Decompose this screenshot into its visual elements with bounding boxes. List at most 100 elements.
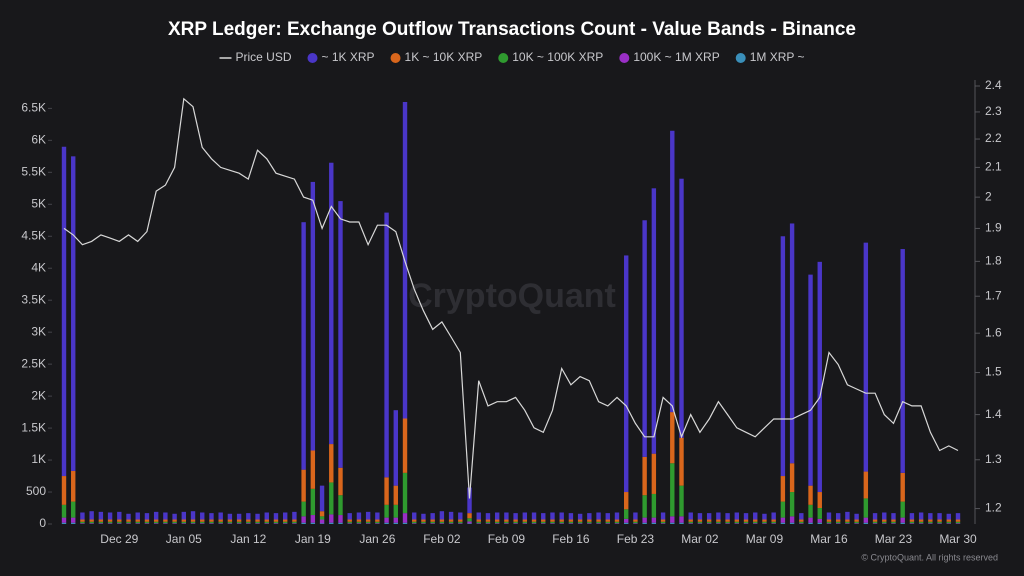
legend-label: 1K ~ 10K XRP	[405, 50, 483, 64]
bar-segment	[771, 512, 776, 520]
bar-segment	[329, 162, 334, 445]
bar-segment	[301, 501, 306, 517]
bar-segment	[71, 522, 76, 524]
bar-segment	[845, 523, 850, 524]
bar-segment	[227, 523, 233, 524]
bar-segment	[264, 523, 269, 524]
bar-segment	[642, 456, 647, 496]
bar-segment	[356, 512, 362, 520]
bar-segment	[679, 522, 684, 524]
bar-segment	[762, 521, 767, 524]
bar-segment	[485, 521, 491, 524]
bar-segment	[375, 523, 380, 524]
bar-segment	[61, 476, 67, 505]
bar-segment	[854, 513, 859, 520]
bar-segment	[163, 523, 168, 524]
bar-segment	[937, 513, 942, 520]
bar-segment	[753, 519, 758, 522]
bar-segment	[412, 523, 417, 524]
bar-segment	[872, 521, 878, 524]
bar-segment	[282, 519, 288, 522]
bar-segment	[476, 521, 481, 524]
bar-segment	[384, 517, 389, 523]
bar-segment	[384, 522, 389, 524]
bar-segment	[80, 519, 85, 522]
bar-segment	[292, 511, 297, 520]
bar-segment	[402, 513, 408, 523]
bar-segment	[89, 519, 94, 522]
bar-segment	[541, 513, 546, 520]
bar-segment	[946, 513, 951, 520]
bar-segment	[679, 516, 684, 523]
bar-segment	[946, 519, 951, 522]
bar-segment	[928, 523, 933, 524]
bar-segment	[458, 521, 463, 524]
y2-tick-label: 1.6	[985, 325, 1002, 339]
bar-segment	[80, 512, 85, 520]
bar-segment	[725, 523, 730, 524]
bar-segment	[928, 513, 933, 520]
bar-segment	[71, 501, 76, 518]
bar-segment	[780, 522, 786, 524]
y2-tick-label: 1.2	[985, 501, 1002, 515]
bar-segment	[863, 242, 869, 472]
bar-segment	[89, 521, 94, 524]
bar-segment	[236, 521, 242, 524]
y-tick-label: 5.5K	[21, 164, 46, 178]
bar-segment	[734, 523, 740, 524]
bar-segment	[273, 523, 279, 524]
bar-segment	[61, 146, 67, 477]
bar-segment	[605, 521, 610, 524]
bar-segment	[467, 487, 472, 514]
bar-segment	[412, 512, 417, 520]
bar-segment	[190, 511, 196, 520]
bar-segment	[891, 521, 896, 524]
chart-title: XRP Ledger: Exchange Outflow Transaction…	[168, 19, 856, 40]
y2-tick-label: 2.1	[985, 160, 1002, 174]
bar-segment	[854, 523, 859, 524]
bar-segment	[835, 523, 841, 524]
bar-segment	[153, 511, 159, 520]
bar-segment	[393, 485, 398, 505]
bar-segment	[135, 521, 140, 524]
bar-segment	[458, 512, 463, 520]
bar-segment	[716, 523, 721, 524]
bar-segment	[789, 463, 795, 493]
y2-tick-label: 2.3	[985, 104, 1002, 118]
bar-segment	[624, 509, 629, 519]
y-tick-label: 0	[39, 516, 46, 530]
bar-segment	[587, 519, 592, 522]
bar-segment	[329, 482, 334, 515]
bar-segment	[568, 521, 574, 524]
bar-segment	[531, 521, 537, 524]
bar-segment	[329, 444, 334, 483]
bar-segment	[282, 512, 288, 520]
y-tick-label: 4.5K	[21, 228, 46, 242]
bar-segment	[826, 519, 832, 522]
bar-segment	[255, 521, 260, 524]
bar-segment	[172, 523, 177, 524]
bar-segment	[891, 519, 896, 522]
bar-segment	[909, 523, 915, 524]
bar-segment	[863, 522, 869, 524]
bar-segment	[817, 518, 822, 523]
bar-segment	[209, 523, 214, 524]
bar-segment	[918, 523, 924, 524]
bar-segment	[218, 523, 223, 524]
bar-segment	[845, 521, 850, 524]
x-tick-label: Mar 09	[746, 532, 784, 546]
bar-segment	[577, 521, 583, 524]
bar-segment	[200, 523, 205, 524]
bar-segment	[117, 519, 122, 522]
bar-segment	[891, 523, 896, 524]
bar-segment	[596, 519, 601, 522]
bar-segment	[504, 519, 509, 522]
y-tick-label: 6.5K	[21, 101, 46, 115]
bar-segment	[163, 519, 168, 522]
bar-segment	[872, 513, 878, 520]
bar-segment	[577, 513, 583, 520]
bar-segment	[163, 521, 168, 524]
bar-segment	[550, 519, 555, 522]
bar-segment	[117, 521, 122, 524]
